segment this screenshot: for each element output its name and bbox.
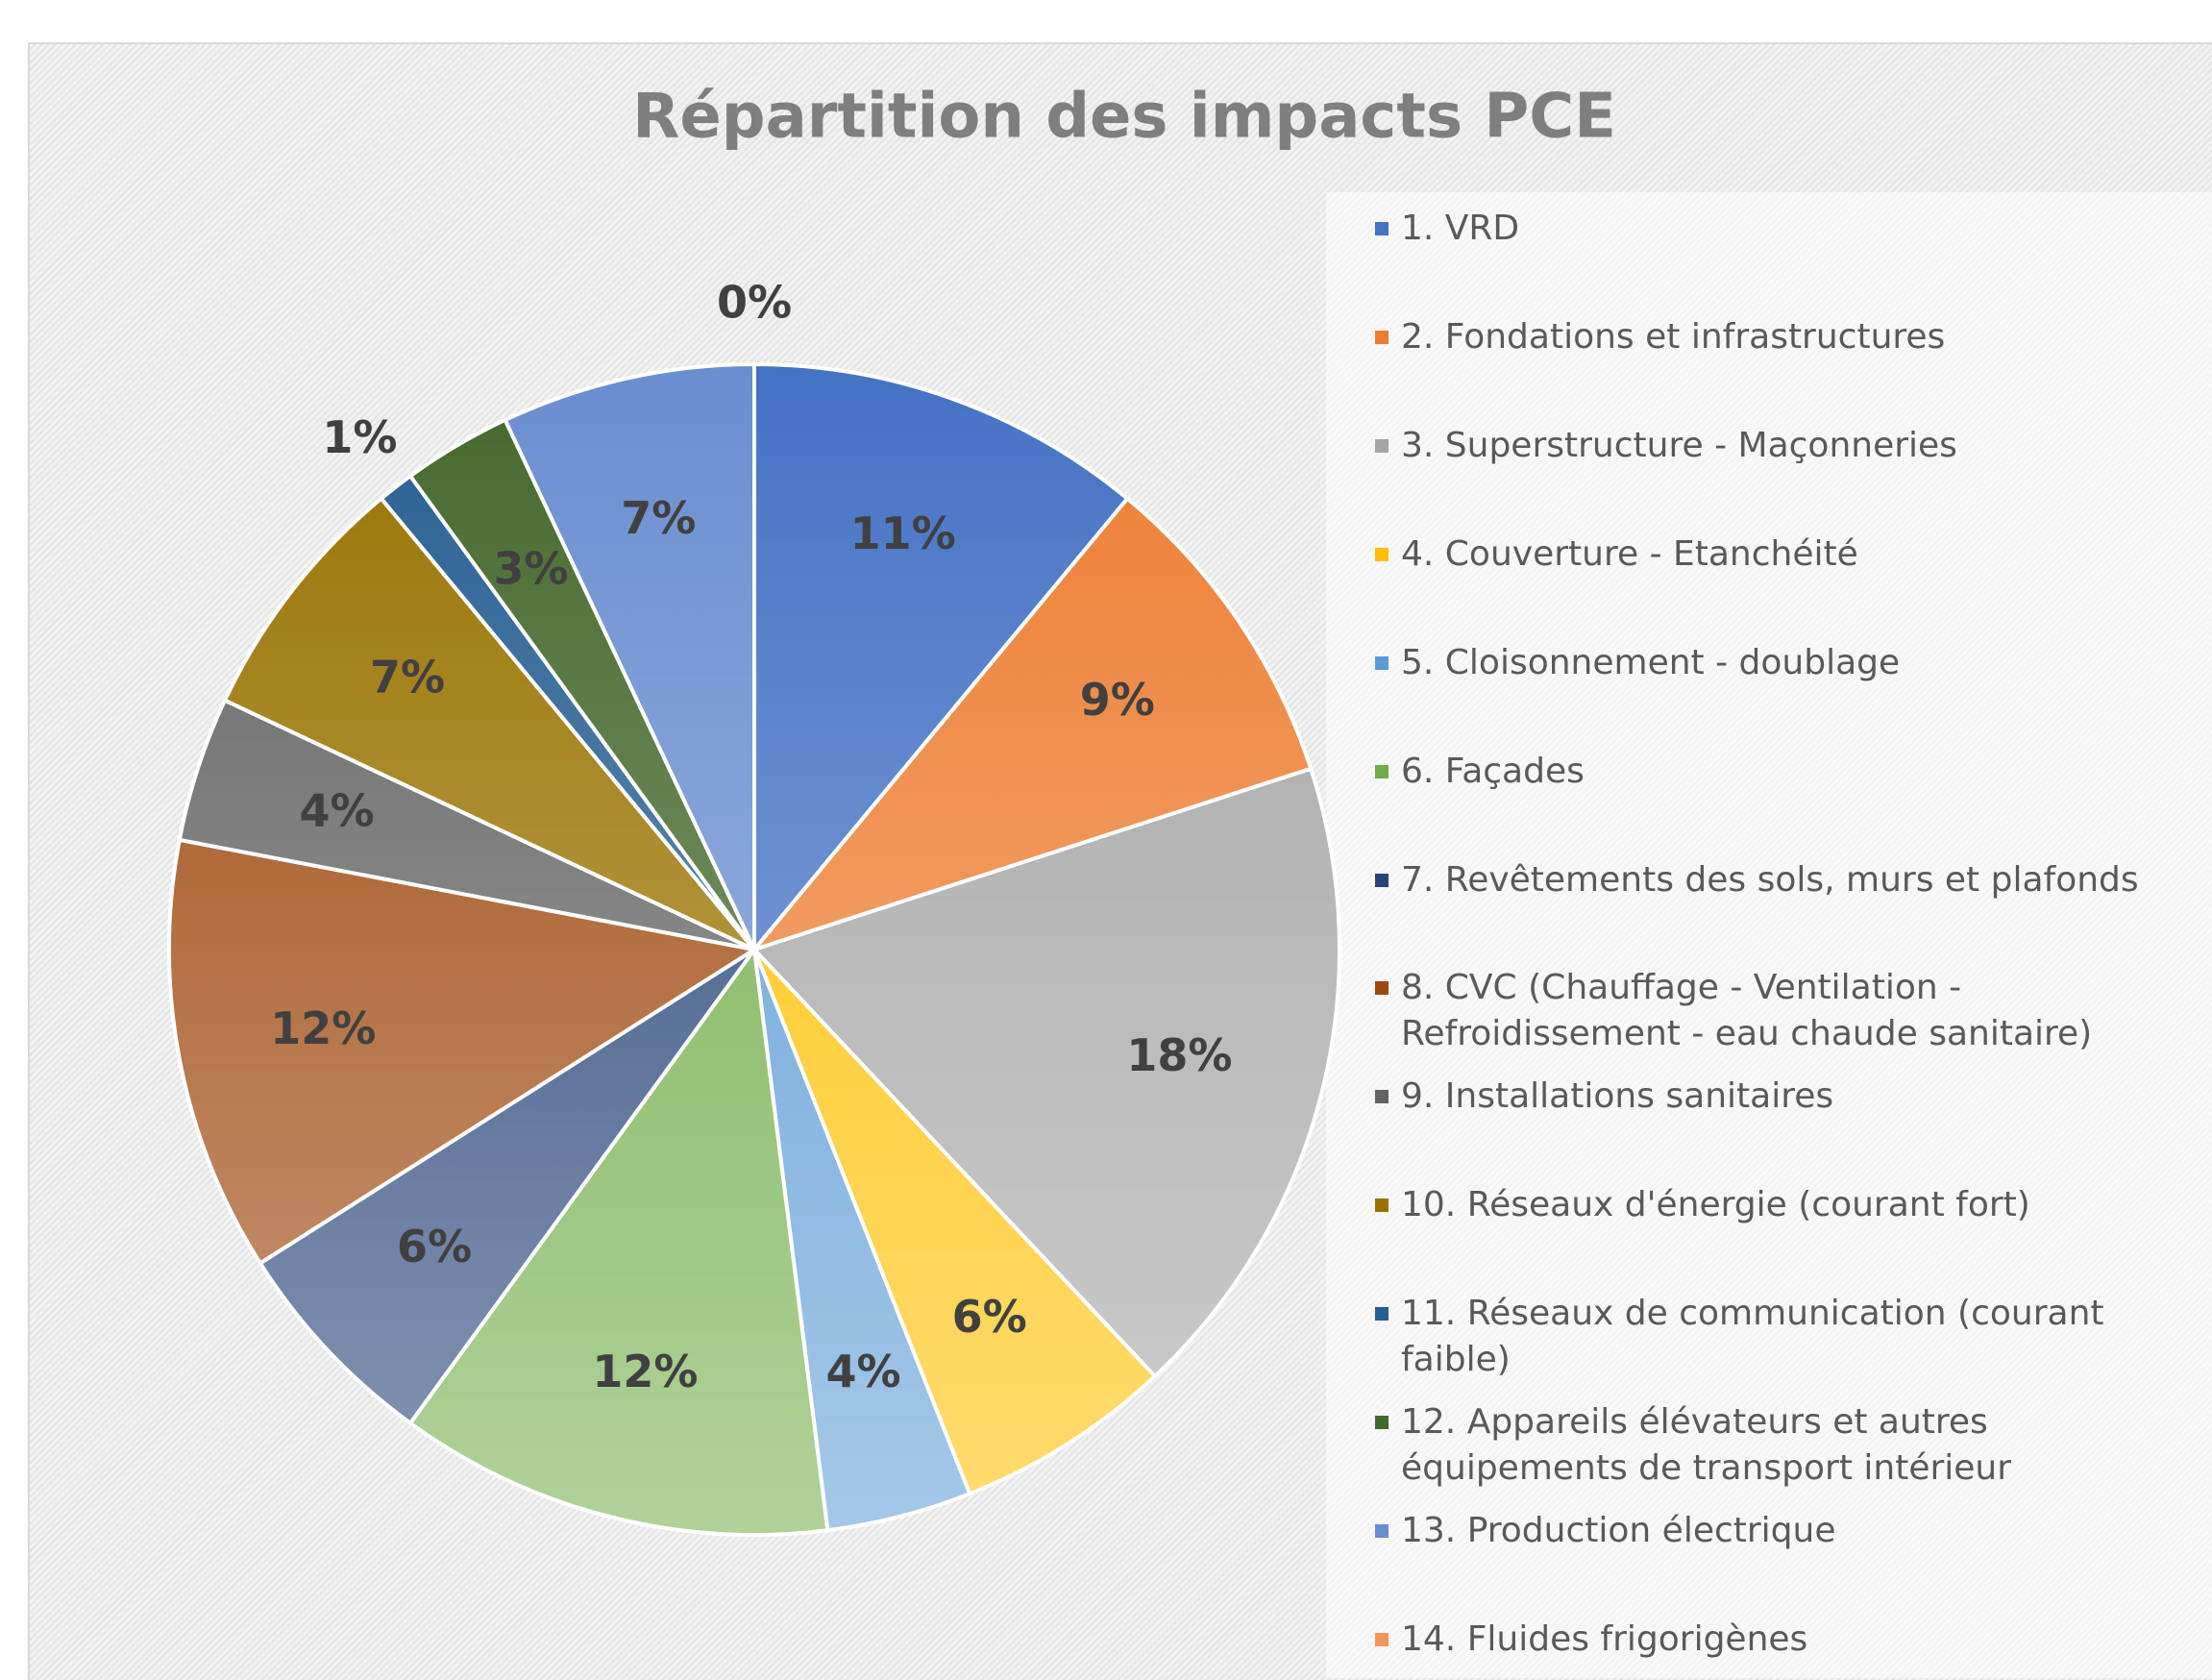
legend-item: 14. Fluides frigorigènes <box>1375 1617 2192 1663</box>
legend-label: 10. Réseaux d'énergie (courant fort) <box>1401 1185 2030 1224</box>
legend-item: 11. Réseaux de communication (courant fa… <box>1375 1291 2192 1383</box>
legend-swatch <box>1375 439 1389 453</box>
data-label: 4% <box>826 1346 901 1397</box>
legend-item: 8. CVC (Chauffage - Ventilation - Refroi… <box>1375 965 2192 1057</box>
legend-label: 12. Appareils élévateurs et autres équip… <box>1401 1402 2012 1488</box>
legend-item: 1. VRD <box>1375 206 2192 252</box>
legend-label: 7. Revêtements des sols, murs et plafond… <box>1401 860 2139 900</box>
data-label: 12% <box>592 1346 698 1397</box>
legend-label: 2. Fondations et infrastructures <box>1401 317 1946 357</box>
legend-label: 6. Façades <box>1401 752 1585 791</box>
data-label: 7% <box>621 492 696 544</box>
data-label: 12% <box>270 1002 376 1054</box>
legend-swatch <box>1375 981 1389 995</box>
legend-label: 5. Cloisonnement - doublage <box>1401 643 1901 682</box>
legend-item: 12. Appareils élévateurs et autres équip… <box>1375 1399 2192 1492</box>
legend-label: 8. CVC (Chauffage - Ventilation - Refroi… <box>1401 968 2093 1053</box>
legend-label: 14. Fluides frigorigènes <box>1401 1619 1808 1659</box>
legend-item: 6. Façades <box>1375 749 2192 795</box>
legend-label: 1. VRD <box>1401 209 1520 248</box>
legend-swatch <box>1375 222 1389 235</box>
legend-item: 4. Couverture - Etanchéité <box>1375 531 2192 578</box>
data-label: 6% <box>952 1291 1027 1343</box>
legend-label: 13. Production électrique <box>1401 1511 1836 1550</box>
legend-item: 10. Réseaux d'énergie (courant fort) <box>1375 1182 2192 1228</box>
legend-item: 5. Cloisonnement - doublage <box>1375 640 2192 686</box>
data-label: 4% <box>300 784 375 836</box>
legend-label: 3. Superstructure - Maçonneries <box>1401 426 1957 465</box>
legend-swatch <box>1375 765 1389 778</box>
legend-label: 11. Réseaux de communication (courant fa… <box>1401 1294 2104 1379</box>
legend-swatch <box>1375 1198 1389 1212</box>
legend-item: 13. Production électrique <box>1375 1508 2192 1554</box>
data-label: 7% <box>370 652 445 704</box>
legend-label: 4. Couverture - Etanchéité <box>1401 534 1858 574</box>
legend-swatch <box>1375 1633 1389 1646</box>
data-label: 1% <box>322 411 397 463</box>
legend-item: 3. Superstructure - Maçonneries <box>1375 423 2192 469</box>
legend-item: 9. Installations sanitaires <box>1375 1074 2192 1120</box>
legend-swatch <box>1375 1307 1389 1321</box>
legend-swatch <box>1375 656 1389 670</box>
legend-swatch <box>1375 331 1389 344</box>
data-label: 0% <box>717 277 792 329</box>
data-label: 3% <box>493 542 568 594</box>
legend-label: 9. Installations sanitaires <box>1401 1076 1834 1116</box>
data-label: 18% <box>1126 1029 1232 1081</box>
data-label: 6% <box>397 1221 472 1272</box>
legend-swatch <box>1375 1524 1389 1538</box>
legend-area <box>1326 192 2212 1678</box>
legend-item: 2. Fondations et infrastructures <box>1375 314 2192 360</box>
pie <box>167 361 1341 1537</box>
data-label: 11% <box>850 507 956 559</box>
legend-swatch <box>1375 874 1389 887</box>
legend-swatch <box>1375 1090 1389 1103</box>
legend-swatch <box>1375 548 1389 561</box>
legend-swatch <box>1375 1416 1389 1429</box>
data-label: 9% <box>1080 674 1155 726</box>
chart-title: Répartition des impacts PCE <box>632 82 1616 153</box>
legend-item: 7. Revêtements des sols, murs et plafond… <box>1375 857 2192 903</box>
